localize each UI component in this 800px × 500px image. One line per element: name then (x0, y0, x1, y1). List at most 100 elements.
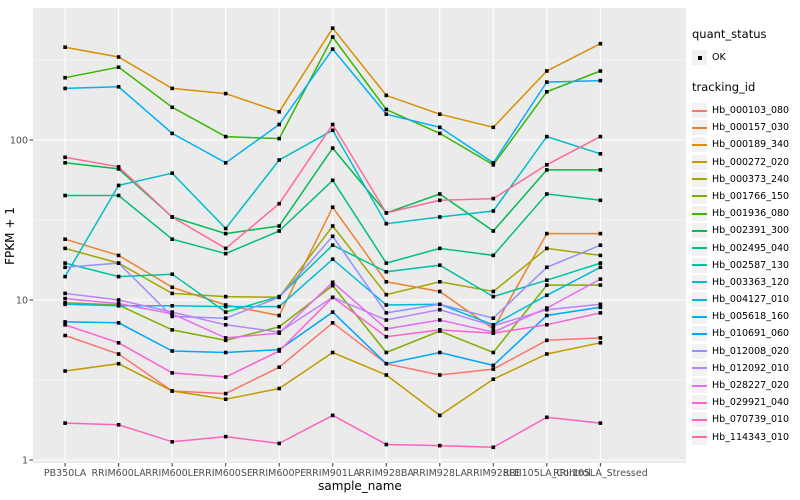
legend-key (692, 309, 707, 325)
data-point (598, 78, 603, 83)
data-point (223, 338, 228, 343)
legend-key (692, 292, 707, 308)
data-point (277, 224, 281, 228)
data-point (63, 193, 67, 198)
data-point (223, 294, 228, 299)
data-point (491, 294, 496, 299)
legend-item-label: Hb_012008_020 (712, 345, 790, 357)
data-point (598, 261, 603, 265)
legend-line-swatch (692, 281, 707, 284)
data-point (277, 136, 281, 141)
data-point (545, 192, 549, 196)
data-point (223, 134, 228, 139)
data-point (491, 161, 496, 165)
legend-line-swatch (692, 178, 707, 181)
data-point (277, 295, 281, 300)
x-tick-label: RRIM901LA (306, 468, 361, 479)
data-point (330, 224, 335, 228)
data-point (223, 323, 228, 327)
data-point (63, 265, 67, 270)
data-point (545, 80, 549, 84)
data-point (63, 302, 67, 307)
data-point (384, 318, 389, 322)
data-point (63, 246, 67, 251)
data-point (223, 304, 228, 309)
legend-item-quant-status-ok: OK (692, 50, 800, 65)
data-point (545, 231, 549, 236)
legend-key (692, 395, 707, 411)
data-point (545, 293, 549, 298)
data-point (598, 302, 603, 307)
data-point (598, 341, 603, 345)
legend-item: Hb_012008_020 (692, 343, 800, 359)
legend-key (692, 188, 707, 204)
data-point (330, 310, 335, 314)
data-point (491, 331, 496, 335)
data-point (170, 272, 174, 276)
legend-item-label: Hb_004127_010 (712, 294, 790, 306)
data-point (438, 307, 442, 312)
data-point (277, 331, 281, 335)
data-point (116, 341, 121, 345)
legend-line-swatch (692, 247, 707, 249)
data-point (598, 336, 603, 340)
data-point (438, 263, 442, 267)
data-point (223, 91, 228, 96)
data-point (438, 125, 442, 130)
legend-line-swatch (692, 350, 707, 353)
data-point (491, 316, 496, 320)
legend-line-swatch (692, 229, 707, 232)
data-point (116, 274, 121, 279)
y-tick-label: 10 (16, 295, 28, 306)
legend-item-label: Hb_005618_160 (712, 311, 790, 323)
data-point (330, 257, 335, 261)
legend-line-swatch (692, 264, 707, 267)
data-point (170, 86, 174, 91)
legend-item-label: Hb_001766_150 (712, 190, 790, 202)
legend-item: Hb_002391_300 (692, 223, 800, 239)
legend-key (692, 50, 707, 65)
data-point (384, 261, 389, 265)
legend-item-label: Hb_003363_120 (712, 276, 790, 288)
data-point (491, 253, 496, 258)
line-chart-svg: PB350LA RRIM600LA RRIM600LE RRIM600SE RRIM60… (3, 8, 686, 493)
data-point (438, 318, 442, 322)
legend-item: Hb_029921_040 (692, 395, 800, 411)
axis-tick-labels: PB350LA RRIM600LA RRIM600LE RRIM600SE RRIM60… (10, 135, 648, 479)
legend-key (692, 378, 707, 393)
data-point (384, 373, 389, 377)
legend-item: Hb_002587_130 (692, 257, 800, 273)
data-point (330, 146, 335, 150)
data-point (598, 231, 603, 236)
data-point (170, 215, 174, 219)
data-point (63, 323, 67, 327)
data-point (277, 349, 281, 353)
legend-key (692, 120, 707, 136)
data-point (277, 441, 281, 446)
data-point (598, 152, 603, 156)
legend-item-label: Hb_010691_060 (712, 328, 790, 340)
legend-item: Hb_000189_340 (692, 137, 800, 153)
legend-line-swatch (692, 332, 707, 335)
data-point (330, 26, 335, 30)
data-point (330, 350, 335, 355)
data-point (223, 434, 228, 439)
data-point (63, 237, 67, 241)
data-point (598, 198, 603, 203)
data-point (598, 311, 603, 315)
data-point (491, 327, 496, 331)
legend-key (692, 240, 707, 256)
data-point (116, 165, 121, 169)
legend-item-label: OK (712, 52, 726, 63)
data-point (438, 198, 442, 203)
data-point (598, 305, 603, 310)
legend-line-swatch (692, 367, 707, 370)
legend-key (692, 360, 707, 376)
legend-item: Hb_001766_150 (692, 188, 800, 204)
data-point (170, 171, 174, 175)
data-point (63, 261, 67, 265)
data-point (63, 75, 67, 80)
data-point (491, 363, 496, 368)
data-point (223, 310, 228, 314)
data-point (116, 55, 121, 59)
